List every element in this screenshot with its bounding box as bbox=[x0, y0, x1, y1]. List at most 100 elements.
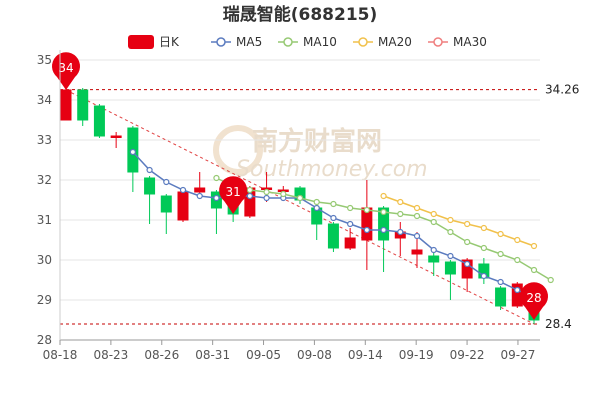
ma10-point bbox=[547, 276, 554, 284]
reference-label: 34.26 bbox=[545, 83, 579, 97]
ma10-point bbox=[296, 194, 304, 202]
legend-label: MA20 bbox=[378, 35, 412, 49]
ma5-point bbox=[413, 232, 421, 240]
ma5-point bbox=[246, 192, 253, 200]
legend-item: MA5 bbox=[211, 35, 262, 49]
watermark-en: Southmoney.com bbox=[236, 157, 428, 182]
ma10-point bbox=[330, 200, 337, 208]
y-tick-label: 32 bbox=[37, 173, 52, 187]
ma10-point bbox=[246, 186, 253, 194]
pin-marker bbox=[52, 52, 81, 90]
legend-marker bbox=[433, 37, 443, 47]
ma10-point bbox=[263, 188, 270, 196]
ma5-point bbox=[263, 194, 270, 202]
ma20-point bbox=[497, 230, 504, 238]
ma5-point bbox=[163, 178, 170, 186]
x-tick-label: 08-26 bbox=[144, 348, 179, 362]
ma20-point bbox=[380, 192, 387, 200]
ma20-point bbox=[530, 242, 538, 250]
candle-body bbox=[110, 135, 122, 138]
x-tick-label: 09-22 bbox=[450, 348, 485, 362]
candle-body bbox=[444, 261, 456, 275]
legend-item: MA20 bbox=[353, 35, 412, 49]
y-tick-label: 33 bbox=[37, 133, 52, 147]
y-tick-label: 34 bbox=[37, 93, 52, 107]
candle-body bbox=[194, 187, 206, 193]
ma5-point bbox=[380, 226, 387, 234]
ma5-point bbox=[497, 278, 504, 286]
ma10-point bbox=[397, 210, 404, 218]
price-pin: 28 bbox=[520, 282, 549, 320]
legend: 日K MA5 MA10 MA20 MA30 bbox=[128, 35, 487, 49]
ma10-point bbox=[447, 228, 454, 236]
x-tick-label: 09-19 bbox=[399, 348, 434, 362]
reference-lines: 34.26 28.4 bbox=[60, 83, 579, 331]
legend-item: MA30 bbox=[428, 35, 487, 49]
watermark: 南方财富网 Southmoney.com bbox=[213, 125, 428, 182]
x-tick-label: 09-27 bbox=[501, 348, 536, 362]
ma10-point bbox=[430, 218, 437, 226]
x-axis: 08-18 08-23 08-26 08-31 09-05 09-08 09-14 09-19… bbox=[43, 339, 540, 362]
pin-marker bbox=[219, 176, 248, 214]
ma5-point bbox=[129, 148, 136, 156]
candle-body bbox=[461, 259, 473, 279]
ma5-point bbox=[213, 194, 220, 202]
legend-item: MA10 bbox=[278, 35, 337, 49]
ma20-point bbox=[480, 224, 487, 232]
ma5-point bbox=[196, 192, 203, 200]
pin-marker bbox=[520, 282, 549, 320]
ma20-point bbox=[413, 204, 421, 212]
legend-marker bbox=[283, 37, 293, 47]
legend-label: MA30 bbox=[453, 35, 487, 49]
y-tick-label: 28 bbox=[37, 333, 52, 347]
candle-body bbox=[60, 89, 72, 121]
ma5-point bbox=[397, 228, 404, 236]
ma10-point bbox=[530, 266, 538, 274]
pin-label: 28 bbox=[526, 291, 541, 305]
y-axis: 28 29 30 31 32 33 34 35 bbox=[37, 50, 61, 347]
candle-body bbox=[411, 249, 423, 255]
price-pin: 34 bbox=[52, 52, 81, 90]
y-tick-label: 35 bbox=[37, 53, 52, 67]
ma5-point bbox=[146, 166, 153, 174]
x-tick-label: 09-08 bbox=[297, 348, 332, 362]
ma10-point bbox=[514, 256, 521, 264]
legend-label: 日K bbox=[159, 35, 180, 49]
legend-marker bbox=[216, 37, 226, 47]
pin-label: 31 bbox=[226, 185, 241, 199]
legend-swatch bbox=[128, 35, 154, 49]
candle-body bbox=[144, 177, 156, 195]
ma20-line bbox=[383, 195, 535, 247]
x-tick-label: 09-14 bbox=[348, 348, 383, 362]
ma10-point bbox=[363, 206, 370, 214]
chart-title: 瑞晟智能(688215) bbox=[223, 4, 378, 25]
ma10-point bbox=[480, 244, 487, 252]
x-tick-label: 08-23 bbox=[93, 348, 128, 362]
ma20-point bbox=[397, 198, 404, 206]
ma5-point bbox=[447, 252, 454, 260]
candle-body bbox=[160, 195, 172, 213]
trend-line bbox=[65, 89, 535, 325]
candle-body bbox=[378, 207, 390, 241]
ma10-point bbox=[464, 238, 471, 246]
legend-marker bbox=[358, 37, 368, 47]
candle-body bbox=[327, 223, 339, 249]
ma5-point bbox=[464, 260, 471, 268]
ma5-point bbox=[514, 286, 521, 294]
ma5-point bbox=[347, 220, 354, 228]
ma10-point bbox=[313, 198, 320, 206]
ma5-point bbox=[179, 186, 187, 194]
candle-body bbox=[495, 287, 507, 307]
legend-label: MA10 bbox=[303, 35, 337, 49]
candle-body bbox=[344, 237, 356, 249]
x-tick-label: 08-31 bbox=[195, 348, 230, 362]
y-tick-label: 29 bbox=[37, 293, 52, 307]
candle-body bbox=[177, 191, 189, 221]
legend-item: 日K bbox=[128, 35, 180, 49]
candle-body bbox=[77, 89, 89, 121]
ma5-point bbox=[330, 214, 337, 222]
ma5-point bbox=[430, 246, 437, 254]
ma5-point bbox=[480, 272, 487, 280]
ma20-point bbox=[430, 210, 437, 218]
